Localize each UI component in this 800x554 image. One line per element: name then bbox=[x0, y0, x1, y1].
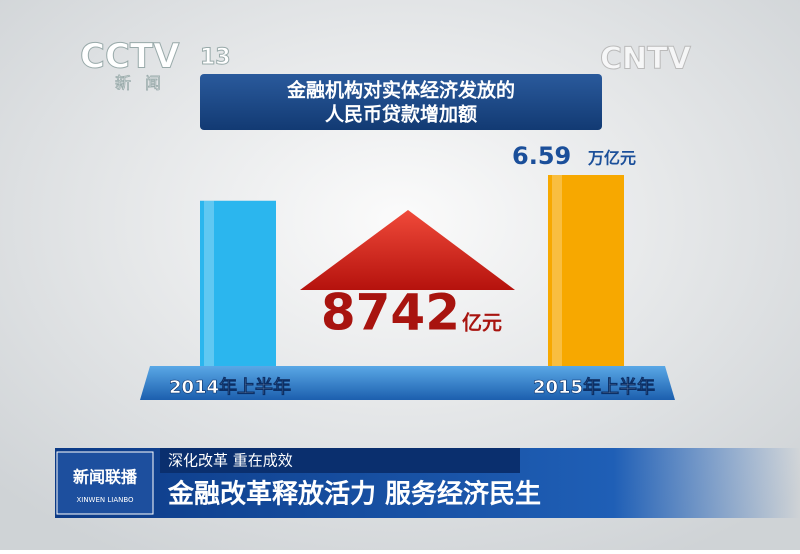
chart-title: 人民币贷款增加额 bbox=[325, 103, 477, 126]
plot: 6.59 万亿元 bbox=[200, 142, 636, 370]
chart-title: 金融机构对实体经济发放的 bbox=[286, 79, 515, 102]
program-logo-pinyin: XINWEN LIANBO bbox=[76, 496, 134, 504]
bar bbox=[200, 200, 276, 370]
value-unit: 万亿元 bbox=[587, 149, 636, 168]
program-logo-box bbox=[56, 451, 154, 515]
x-tick-label: 2014年上半年 bbox=[169, 376, 291, 398]
bar-highlight bbox=[204, 200, 214, 370]
program-logo: 新闻联播 bbox=[73, 468, 138, 487]
x-tick-label: 2015年上半年 bbox=[533, 376, 655, 398]
channel-subtitle: 新闻 bbox=[115, 74, 175, 93]
kicker: 深化改革 重在成效 bbox=[168, 452, 293, 470]
kicker-box bbox=[160, 448, 520, 473]
bar-highlight bbox=[552, 175, 562, 370]
value-label: 6.59 bbox=[512, 142, 571, 170]
channel-logo: CCTV bbox=[80, 37, 180, 77]
title-box bbox=[200, 74, 602, 130]
watermark: CNTV bbox=[600, 42, 692, 77]
annotation-unit: 亿元 bbox=[462, 311, 502, 335]
annotation-value: 8742 bbox=[321, 284, 460, 342]
platform bbox=[140, 366, 675, 400]
channel-number: 13 bbox=[200, 45, 231, 70]
category-labels: 2014年上半年 2015年上半年 bbox=[169, 376, 656, 399]
increase-arrow bbox=[300, 210, 515, 290]
bar bbox=[548, 175, 624, 370]
headline: 金融改革释放活力 服务经济民生 bbox=[167, 479, 541, 510]
